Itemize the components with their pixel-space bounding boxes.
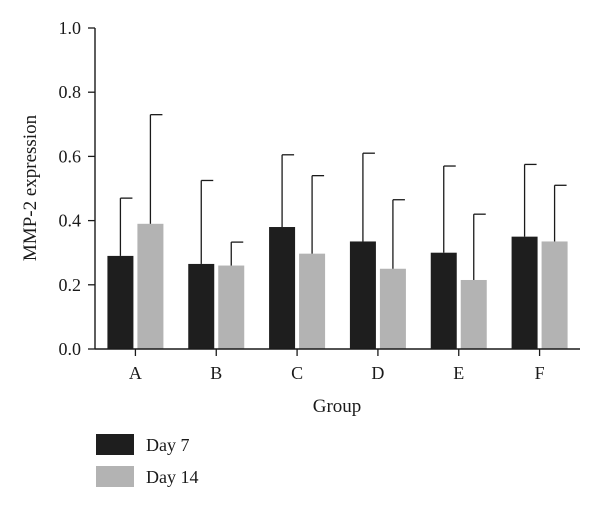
bar-b-day-7 bbox=[188, 263, 215, 349]
bar-d-day-7 bbox=[349, 241, 376, 349]
y-tick-label: 0.8 bbox=[59, 82, 82, 102]
bar-e-day-14 bbox=[460, 279, 487, 349]
tick-labels-layer: A B C D E F 0.0 0.2 0.4 0.6 0.8 1.0 bbox=[59, 18, 545, 383]
bar-f-day-14 bbox=[541, 241, 568, 349]
y-axis-title: MMP-2 expression bbox=[20, 114, 41, 261]
x-tick-label: B bbox=[210, 363, 222, 383]
bars-layer bbox=[107, 223, 568, 349]
y-tick-label: 0.0 bbox=[59, 339, 82, 359]
x-tick-label: D bbox=[371, 363, 384, 383]
error-bars-layer bbox=[119, 114, 567, 280]
y-tick-label: 0.4 bbox=[59, 211, 82, 231]
legend-label-day-14: Day 14 bbox=[146, 467, 199, 487]
y-tick-label: 0.2 bbox=[59, 275, 82, 295]
bar-a-day-7 bbox=[107, 255, 134, 349]
x-tick-label: A bbox=[129, 363, 142, 383]
y-tick-label: 0.6 bbox=[59, 146, 82, 166]
x-tick-label: F bbox=[535, 363, 545, 383]
bar-a-day-14 bbox=[137, 223, 164, 349]
bar-b-day-14 bbox=[218, 265, 245, 349]
bar-e-day-7 bbox=[430, 252, 457, 349]
bar-c-day-14 bbox=[299, 253, 326, 349]
x-tick-label: E bbox=[453, 363, 464, 383]
x-axis-title: Group bbox=[313, 396, 362, 417]
legend-swatch-day-7 bbox=[96, 434, 134, 455]
legend-swatch-day-14 bbox=[96, 466, 134, 487]
legend-label-day-7: Day 7 bbox=[146, 435, 190, 455]
legend: Day 7 Day 14 bbox=[96, 434, 199, 487]
axes-layer bbox=[88, 27, 580, 356]
bar-d-day-14 bbox=[379, 268, 406, 349]
x-tick-label: C bbox=[291, 363, 303, 383]
bar-f-day-7 bbox=[511, 236, 538, 349]
y-tick-label: 1.0 bbox=[59, 18, 82, 38]
bar-c-day-7 bbox=[269, 227, 296, 349]
